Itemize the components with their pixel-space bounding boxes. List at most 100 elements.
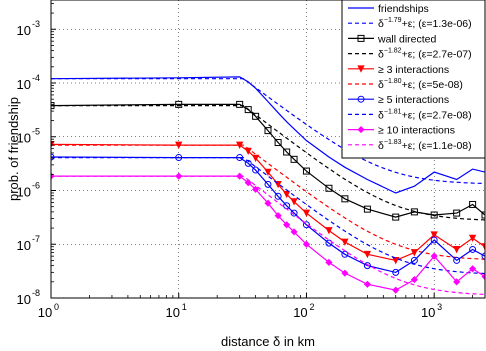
y-tick-label: 10: [17, 23, 31, 38]
data-point: [481, 243, 485, 251]
data-point: [175, 154, 183, 162]
data-point: [283, 148, 291, 156]
data-point: [252, 185, 260, 193]
data-point: [325, 184, 333, 192]
fit-line-9: [51, 175, 485, 296]
axes: 10 0 10 1 10 2 10 310 -810 -710 -610 -510 -410 -3: [17, 0, 486, 320]
data-point: [252, 112, 260, 120]
data-point: [392, 286, 400, 294]
fit-line-5: [51, 144, 485, 260]
data-point: [264, 127, 272, 135]
data-point: [251, 154, 260, 163]
data-point: [430, 236, 438, 244]
data-point: [453, 209, 461, 217]
legend-entry: friendships: [378, 3, 429, 15]
data-point: [481, 273, 485, 281]
legend-box: [341, 0, 486, 159]
data-point: [469, 200, 477, 208]
data-point: [274, 139, 282, 147]
data-point: [274, 212, 282, 220]
data-point: [302, 167, 310, 175]
data-point: [302, 221, 310, 229]
data-point: [252, 166, 260, 174]
data-point: [453, 278, 461, 286]
data-point: [357, 65, 365, 73]
legend-entry: ≥ 3 interactions: [378, 64, 449, 76]
y-tick-exponent: -5: [32, 127, 40, 137]
data-point: [410, 256, 418, 264]
data-point: [290, 228, 298, 236]
data-point: [392, 213, 400, 221]
data-point: [290, 155, 298, 163]
data-point: [244, 159, 252, 167]
data-point: [244, 106, 252, 114]
y-tick-exponent: -4: [32, 73, 40, 83]
data-point: [481, 211, 485, 219]
data-point: [363, 205, 371, 213]
data-point: [430, 231, 438, 239]
x-tick-label: 10: [165, 305, 179, 320]
y-tick-label: 10: [17, 238, 31, 253]
data-point: [357, 34, 365, 42]
data-point: [453, 256, 461, 264]
data-point: [175, 100, 183, 108]
legend-entry: δ−1.81+ε; (ε=2.7e-08): [378, 108, 472, 121]
data-point: [264, 168, 272, 176]
y-tick-label: 10: [17, 77, 31, 92]
data-point: [357, 95, 365, 103]
x-tick-exponent: 3: [437, 302, 442, 312]
y-tick-label: 10: [17, 292, 31, 307]
data-point: [51, 141, 55, 149]
legend-entry: δ−1.82+ε; (ε=2.7e-07): [378, 48, 472, 61]
plot-area: [51, 76, 485, 296]
x-tick-exponent: 1: [182, 302, 187, 312]
data-point: [468, 234, 477, 243]
data-point: [410, 208, 418, 216]
data-point: [469, 265, 477, 273]
data-point: [430, 252, 438, 260]
series-line-6: [51, 156, 485, 274]
data-point: [274, 192, 282, 200]
legend-entry: δ−1.80+ε; (ε=5e-08): [378, 78, 463, 91]
x-tick-exponent: 0: [54, 302, 59, 312]
data-point: [236, 100, 244, 108]
data-point: [302, 240, 311, 248]
data-point: [392, 268, 400, 276]
data-point: [283, 190, 291, 199]
data-point: [244, 179, 252, 187]
data-point: [363, 262, 371, 270]
data-point: [481, 252, 485, 260]
fit-line-7: [51, 157, 485, 275]
y-tick-exponent: -7: [32, 234, 40, 244]
data-point: [357, 126, 365, 134]
data-point: [341, 269, 349, 277]
data-point: [341, 238, 349, 246]
y-tick-exponent: -6: [32, 180, 40, 190]
fit-line-3: [51, 104, 485, 221]
fit-line-1: [51, 78, 485, 185]
data-point: [430, 211, 438, 219]
data-point: [290, 198, 298, 206]
legend-entry: ≥ 10 interactions: [378, 125, 455, 137]
data-point: [264, 199, 272, 207]
data-point: [302, 209, 311, 217]
y-tick-label: 10: [17, 184, 31, 199]
legend-entry: δ−1.83+ε; (ε=1.1e-08): [378, 139, 472, 152]
data-point: [236, 172, 244, 180]
data-point: [469, 245, 477, 253]
x-axis-label: distance δ in km: [221, 334, 315, 349]
y-tick-exponent: -8: [32, 288, 40, 298]
data-point: [341, 195, 349, 203]
data-point: [363, 250, 372, 259]
data-point: [363, 280, 371, 288]
legend-entry: δ−1.79+ε; (ε=1.3e-06): [378, 17, 472, 30]
data-point: [392, 257, 400, 265]
data-point: [283, 221, 291, 229]
data-point: [290, 209, 298, 217]
x-tick-label: 10: [421, 305, 435, 320]
legend-entry: ≥ 5 interactions: [378, 94, 449, 106]
data-point: [325, 239, 333, 247]
y-axis-label: prob. of friendship: [6, 97, 21, 201]
data-point: [325, 227, 333, 235]
